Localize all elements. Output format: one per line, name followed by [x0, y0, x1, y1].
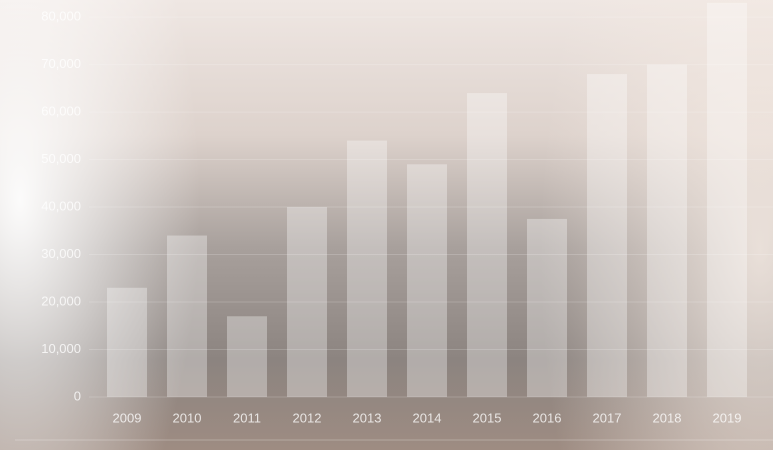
bar — [587, 74, 627, 398]
x-tick-label: 2019 — [713, 410, 742, 425]
bar — [467, 93, 507, 398]
y-tick-label: 20,000 — [41, 293, 81, 308]
x-tick-label: 2016 — [533, 410, 562, 425]
x-tick-label: 2013 — [353, 410, 382, 425]
x-tick-label: 2009 — [113, 410, 142, 425]
bar — [287, 207, 327, 397]
bar — [167, 235, 207, 397]
bar — [107, 287, 147, 397]
y-tick-label: 10,000 — [41, 341, 81, 356]
y-tick-label: 30,000 — [41, 246, 81, 261]
x-tick-label: 2014 — [413, 410, 442, 425]
y-tick-label: 0 — [74, 388, 81, 403]
x-tick-label: 2012 — [293, 410, 322, 425]
x-tick-label: 2015 — [473, 410, 502, 425]
x-tick-label: 2010 — [173, 410, 202, 425]
y-tick-label: 70,000 — [41, 56, 81, 71]
bar — [407, 164, 447, 397]
x-tick-label: 2011 — [233, 410, 261, 425]
y-tick-label: 50,000 — [41, 151, 81, 166]
x-tick-label: 2018 — [653, 410, 682, 425]
x-tick-label: 2017 — [593, 410, 622, 425]
y-tick-label: 40,000 — [41, 198, 81, 213]
y-tick-label: 80,000 — [41, 9, 81, 24]
bar — [527, 218, 567, 397]
bar — [347, 140, 387, 398]
bar — [707, 2, 747, 398]
bar — [647, 64, 687, 397]
bar — [227, 316, 267, 397]
y-tick-label: 60,000 — [41, 104, 81, 119]
